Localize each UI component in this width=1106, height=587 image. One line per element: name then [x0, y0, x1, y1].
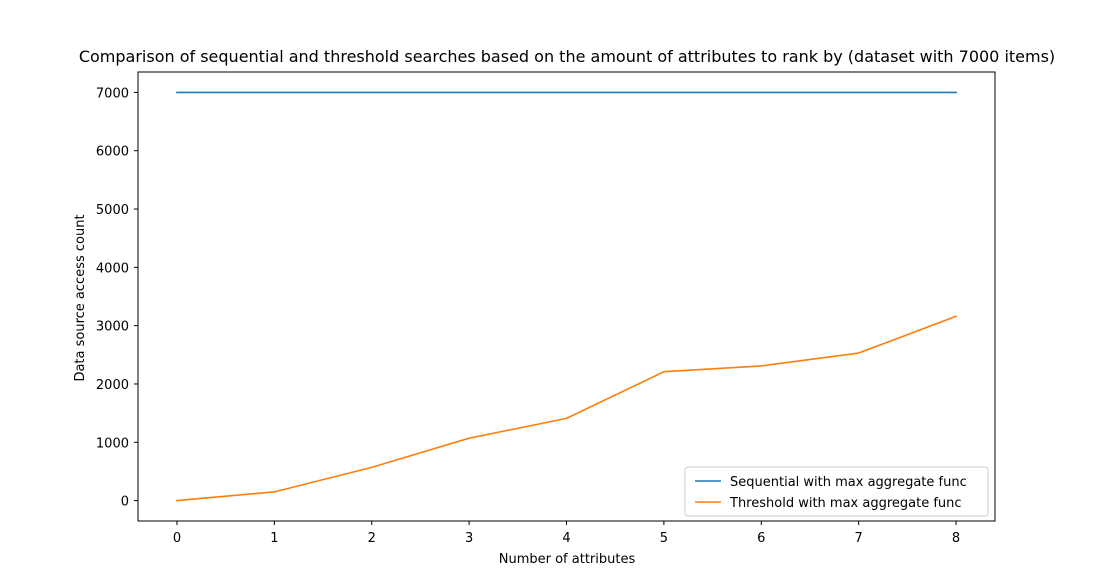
- x-tick-label: 7: [855, 531, 863, 546]
- x-axis-label: Number of attributes: [499, 552, 636, 567]
- x-tick-label: 2: [368, 531, 376, 546]
- y-tick-label: 1000: [96, 436, 129, 451]
- legend-box: [684, 466, 989, 517]
- x-tick-label: 8: [952, 531, 960, 546]
- legend: Sequential with max aggregate func Thresh…: [684, 466, 989, 517]
- axes: 0 1 2 3 4 5 6 7 8 0 1000 2000 3000 4000 5000 6000 7000: [96, 71, 996, 546]
- y-tick-label: 3000: [96, 320, 129, 335]
- y-tick-label: 6000: [96, 145, 129, 160]
- y-tick-label: 0: [121, 495, 129, 510]
- y-axis-label: Data source access count: [73, 214, 88, 381]
- x-tick-label: 4: [562, 531, 570, 546]
- legend-label: Threshold with max aggregate func: [729, 496, 962, 511]
- x-tick-label: 6: [757, 531, 765, 546]
- x-tick-label: 0: [173, 531, 181, 546]
- series-line-2: [176, 315, 958, 502]
- y-tick-label: 2000: [96, 378, 129, 393]
- y-tick-label: 7000: [96, 86, 129, 101]
- x-tick-label: 5: [660, 531, 668, 546]
- legend-label: Sequential with max aggregate func: [730, 475, 967, 490]
- x-tick-label: 3: [465, 531, 473, 546]
- y-tick-label: 5000: [96, 203, 129, 218]
- x-tick-label: 1: [270, 531, 278, 546]
- chart-title: Comparison of sequential and threshold s…: [79, 47, 1055, 66]
- plot-area: [176, 91, 958, 502]
- y-tick-label: 4000: [96, 261, 129, 276]
